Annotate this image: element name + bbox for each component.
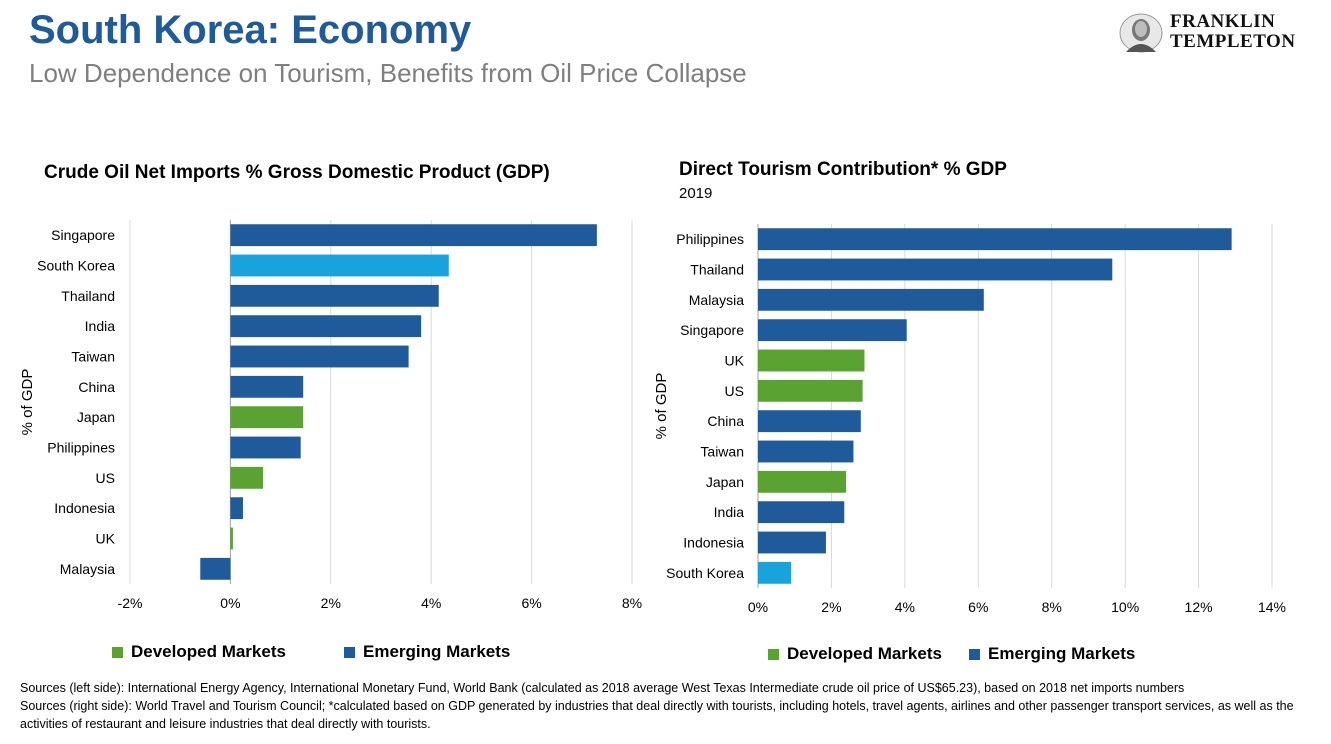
legend-label-developed: Developed Markets <box>131 642 286 661</box>
category-label: Thailand <box>61 288 115 304</box>
bar <box>758 470 847 493</box>
franklin-portrait-icon <box>1119 13 1163 53</box>
sources-note: Sources (left side): International Energ… <box>20 679 1310 733</box>
bar <box>230 224 597 247</box>
page-title: South Korea: Economy <box>29 8 472 52</box>
bar <box>758 258 1113 281</box>
right-bar-chart: 0% 2% 4% 6% 8% 10% 12% 14% Philippines Thailand Ma… <box>653 224 1286 615</box>
bar <box>758 410 861 433</box>
category-label: Japan <box>706 474 744 490</box>
x-tick-label: -2% <box>118 595 143 611</box>
category-label: Indonesia <box>683 535 744 551</box>
legend-swatch-emerging <box>969 648 980 660</box>
y-axis-label: % of GDP <box>653 373 670 440</box>
category-label: Philippines <box>676 231 744 247</box>
legend-swatch-developed <box>112 646 123 658</box>
bar <box>758 531 826 554</box>
category-label: Singapore <box>51 227 115 243</box>
category-label: US <box>725 383 744 399</box>
category-label: Philippines <box>47 440 115 456</box>
category-label: Japan <box>77 409 115 425</box>
left-legend-developed: Developed Markets <box>112 642 286 662</box>
right-legend-developed: Developed Markets <box>768 644 942 664</box>
franklin-templeton-logo: FRANKLIN TEMPLETON <box>1118 10 1318 56</box>
bar <box>758 319 907 342</box>
x-tick-label: 0% <box>748 599 768 615</box>
bar <box>230 436 301 459</box>
category-label: India <box>85 318 116 334</box>
category-label: US <box>96 470 115 486</box>
legend-label-emerging: Emerging Markets <box>363 642 511 661</box>
x-tick-label: 6% <box>968 599 988 615</box>
category-label: South Korea <box>37 258 115 274</box>
page-subtitle: Low Dependence on Tourism, Benefits from… <box>29 58 747 88</box>
right-chart-subtitle: 2019 <box>679 185 713 202</box>
bar <box>230 527 233 550</box>
bar <box>230 284 439 307</box>
x-tick-label: 4% <box>421 595 441 611</box>
bar <box>200 557 231 580</box>
bar <box>230 406 304 429</box>
legend-swatch-developed <box>768 648 779 660</box>
bar <box>230 254 449 277</box>
left-legend-emerging: Emerging Markets <box>344 642 510 662</box>
bar <box>758 379 863 402</box>
x-tick-label: 6% <box>521 595 541 611</box>
category-label: Malaysia <box>689 292 744 308</box>
bar <box>758 228 1232 251</box>
legend-label-developed: Developed Markets <box>787 644 942 663</box>
category-label: UK <box>725 353 745 369</box>
x-tick-label: 12% <box>1185 599 1213 615</box>
x-tick-label: 8% <box>622 595 642 611</box>
bar <box>230 375 304 398</box>
bar <box>230 497 243 520</box>
category-label: Thailand <box>690 262 744 278</box>
bar <box>230 345 409 368</box>
category-label: UK <box>96 531 116 547</box>
category-label: Taiwan <box>71 349 115 365</box>
bar <box>230 315 422 338</box>
legend-swatch-emerging <box>344 646 355 658</box>
legend-label-emerging: Emerging Markets <box>988 644 1136 663</box>
category-label: Singapore <box>680 322 744 338</box>
bar <box>758 561 792 584</box>
bar <box>758 349 865 372</box>
bar <box>230 466 264 489</box>
bar <box>758 288 984 311</box>
category-label: China <box>707 413 744 429</box>
bar <box>758 501 845 524</box>
x-tick-label: 0% <box>220 595 240 611</box>
sources-left: Sources (left side): International Energ… <box>20 681 1185 695</box>
category-label: China <box>78 379 115 395</box>
category-label: South Korea <box>666 565 744 581</box>
y-axis-label: % of GDP <box>19 369 36 436</box>
bar <box>758 440 854 463</box>
x-tick-label: 2% <box>821 599 841 615</box>
x-tick-label: 10% <box>1111 599 1139 615</box>
sources-right: Sources (right side): World Travel and T… <box>20 699 1294 731</box>
category-label: Indonesia <box>54 500 115 516</box>
logo-line-2: TEMPLETON <box>1170 31 1296 52</box>
x-tick-label: 4% <box>895 599 915 615</box>
logo-line-1: FRANKLIN <box>1170 11 1276 32</box>
x-tick-label: 8% <box>1042 599 1062 615</box>
category-label: India <box>714 504 745 520</box>
right-chart-title: Direct Tourism Contribution* % GDP <box>679 159 1007 180</box>
right-legend-emerging: Emerging Markets <box>969 644 1135 664</box>
category-label: Malaysia <box>60 561 115 577</box>
left-chart-title: Crude Oil Net Imports % Gross Domestic P… <box>44 162 550 183</box>
left-bar-chart: -2% 0% 2% 4% 6% 8% Singapore South Korea Thailan… <box>19 220 642 611</box>
x-tick-label: 14% <box>1258 599 1286 615</box>
x-tick-label: 2% <box>321 595 341 611</box>
category-label: Taiwan <box>700 444 744 460</box>
